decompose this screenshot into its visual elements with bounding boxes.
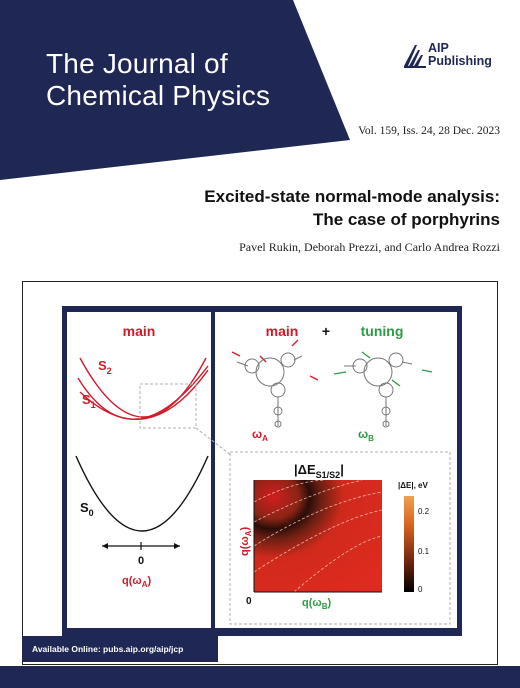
s1-label: S1 (82, 392, 96, 410)
s0-curve (75, 455, 209, 532)
s1-curve-lower (79, 369, 209, 421)
availability-banner (22, 636, 218, 662)
right-heading-main: main (266, 323, 299, 339)
journal-title-line1: The Journal of (46, 48, 228, 79)
aip-book-icon (404, 45, 426, 68)
colorbar (404, 496, 414, 592)
molecule-a (236, 352, 303, 428)
heatmap-y-label: q(ωA) (239, 527, 253, 556)
q-axis-zero: 0 (138, 555, 144, 567)
colorbar-tick-mid: 0.1 (418, 547, 430, 556)
mode-a-label: ωA (252, 427, 268, 443)
heatmap-plot (254, 480, 382, 592)
right-heading-plus: + (322, 323, 330, 339)
molecule-b-arrows (333, 351, 433, 387)
q-axis-label: q(ωA) (122, 575, 151, 589)
left-panel (67, 312, 211, 628)
zoom-arrow (195, 427, 233, 457)
colorbar-tick-top: 0.2 (418, 507, 430, 516)
s2-label: S2 (98, 358, 112, 376)
article-title-line2: The case of porphyrins (312, 210, 500, 229)
s2-curve (79, 357, 207, 418)
article-title-line1: Excited-state normal-mode analysis: (204, 187, 500, 206)
left-panel-heading: main (123, 323, 156, 339)
journal-title: The Journal of Chemical Physics (46, 48, 270, 112)
molecule-a-arrows (231, 339, 319, 381)
publisher-name: AIP Publishing (428, 42, 492, 68)
heatmap-title: |ΔES1/S2| (294, 462, 344, 480)
article-authors: Pavel Rukin, Deborah Prezzi, and Carlo A… (239, 240, 500, 254)
s0-label: S0 (80, 500, 94, 518)
mode-b-label: ωB (358, 427, 374, 443)
availability-text[interactable]: Available Online: pubs.aip.org/aip/jcp (32, 644, 184, 654)
zoom-box (139, 383, 197, 429)
heatmap-contours (253, 479, 383, 593)
colorbar-tick-bottom: 0 (418, 585, 423, 594)
bottom-bar (0, 666, 520, 688)
publisher-name-line2: Publishing (428, 54, 492, 68)
heatmap-x-label: q(ωB) (302, 597, 331, 611)
journal-title-line2: Chemical Physics (46, 80, 271, 111)
heatmap-origin: 0 (246, 596, 252, 607)
article-title: Excited-state normal-mode analysis: The … (140, 185, 500, 231)
header-banner (0, 0, 350, 180)
colorbar-label: |ΔE|, eV (398, 481, 428, 490)
publisher-name-line1: AIP (428, 41, 449, 55)
cover-figure: main S2 S1 S0 0 q(ωA) main + tuning (62, 306, 462, 636)
molecule-b (344, 352, 413, 428)
issue-info: Vol. 159, Iss. 24, 28 Dec. 2023 (358, 125, 500, 137)
right-heading-tuning: tuning (361, 323, 404, 339)
